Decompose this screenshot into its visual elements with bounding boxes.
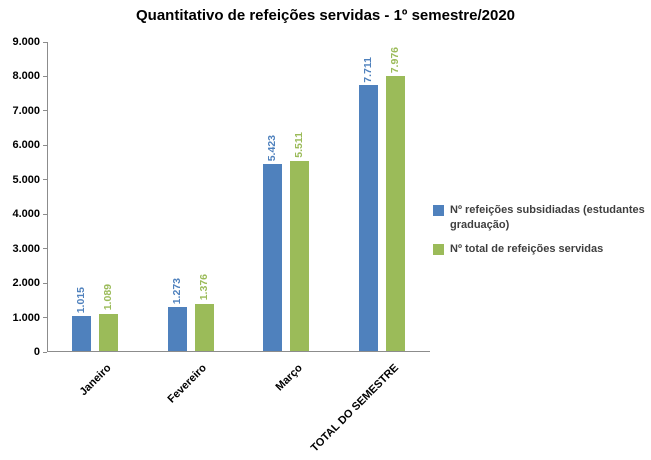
bar-value-label: 5.511 bbox=[293, 132, 306, 159]
x-axis-line bbox=[47, 351, 430, 352]
chart-title: Quantitativo de refeições servidas - 1º … bbox=[136, 7, 515, 24]
legend-swatch-green bbox=[433, 243, 444, 255]
y-axis-tick bbox=[43, 179, 47, 181]
bar-series2-fevereiro bbox=[194, 303, 214, 351]
bar-series2-total-do-semestre bbox=[386, 76, 406, 351]
bar-value-label: 1.089 bbox=[101, 284, 114, 311]
bar-value-label: 1.273 bbox=[170, 277, 183, 305]
legend-swatch-blue bbox=[433, 205, 444, 216]
y-axis-tick-label: 5.000 bbox=[12, 173, 40, 186]
bar-series2-março bbox=[290, 161, 310, 351]
x-axis-category-label: Janeiro bbox=[77, 362, 114, 399]
legend-item-total: Nº total de refeições servidas bbox=[433, 242, 646, 257]
legend-label-subsidized: Nº refeições subsidiadas (estudantes gra… bbox=[450, 204, 645, 231]
bar-series1-fevereiro bbox=[167, 307, 187, 351]
x-axis-category-label: Março bbox=[273, 362, 305, 394]
y-axis-tick bbox=[43, 317, 47, 319]
y-axis-tick bbox=[43, 144, 47, 146]
x-axis-category-label: Fevereiro bbox=[165, 362, 210, 406]
x-axis-category-label: TOTAL DO SEMESTRE bbox=[308, 362, 401, 455]
y-axis-tick-label: 3.000 bbox=[12, 242, 40, 255]
y-axis-tick-label: 8.000 bbox=[12, 70, 40, 83]
bar-series1-janeiro bbox=[71, 316, 91, 351]
legend-label-total: Nº total de refeições servidas bbox=[450, 242, 604, 255]
y-axis-tick bbox=[43, 248, 47, 250]
y-axis-tick bbox=[43, 110, 47, 112]
y-axis-tick bbox=[43, 213, 47, 215]
y-axis-tick-label: 6.000 bbox=[12, 139, 40, 152]
y-axis-tick-label: 0 bbox=[33, 346, 40, 358]
plot-area: 0 1.000 2.000 3.000 4.000 5.000 6.000 7.000 8.00… bbox=[12, 36, 430, 454]
y-axis-tick-label: 7.000 bbox=[12, 104, 40, 117]
bar-series1-março bbox=[263, 164, 283, 351]
bar-value-label: 5.423 bbox=[266, 134, 279, 162]
y-axis-tick bbox=[43, 41, 47, 43]
y-axis-tick-label: 4.000 bbox=[12, 208, 40, 221]
y-axis-tick-label: 2.000 bbox=[12, 277, 40, 290]
bar-value-label: 7.976 bbox=[389, 47, 402, 74]
legend: Nº refeições subsidiadas (estudantes gra… bbox=[433, 203, 646, 266]
bar-series2-janeiro bbox=[98, 313, 118, 351]
y-axis-tick bbox=[43, 282, 47, 284]
y-axis-tick bbox=[43, 75, 47, 77]
y-axis-line bbox=[47, 42, 48, 352]
bar-value-label: 1.376 bbox=[197, 274, 210, 301]
legend-item-subsidized: Nº refeições subsidiadas (estudantes gra… bbox=[433, 203, 646, 233]
y-axis-tick-label: 1.000 bbox=[12, 311, 40, 324]
bar-value-label: 7.711 bbox=[362, 56, 375, 83]
y-axis-tick bbox=[43, 351, 47, 353]
bar-series1-total-do-semestre bbox=[359, 85, 379, 351]
y-axis-tick-label: 9.000 bbox=[12, 36, 40, 48]
bar-value-label: 1.015 bbox=[74, 286, 87, 314]
